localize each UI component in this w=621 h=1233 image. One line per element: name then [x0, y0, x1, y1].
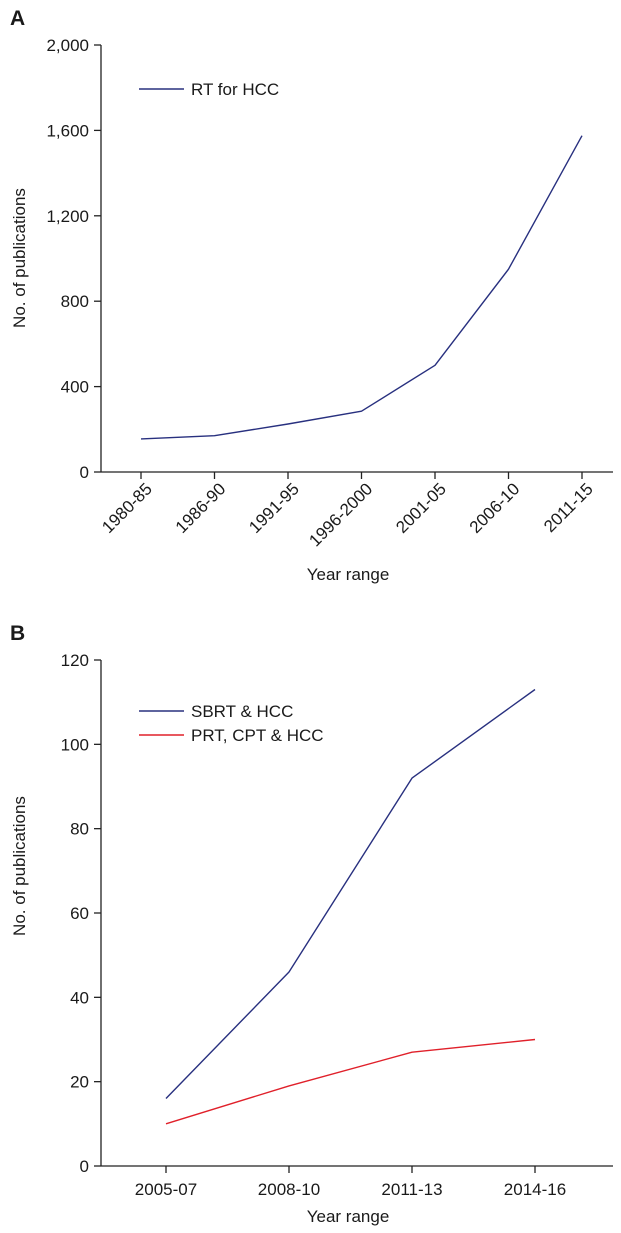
- y-tick-label-b: 40: [70, 988, 89, 1007]
- y-tick-label-a: 0: [80, 463, 89, 482]
- chart-b: B No. of publications Year range 0 20 40 60…: [10, 622, 613, 1226]
- y-tick-label-b: 100: [61, 735, 89, 754]
- y-tick-label-b: 0: [80, 1157, 89, 1176]
- y-tick-label-a: 1,200: [46, 207, 89, 226]
- y-axis-label-a: No. of publications: [10, 188, 29, 328]
- x-axis-label-b: Year range: [307, 1207, 390, 1226]
- x-tick-label-a: 2011-15: [540, 479, 597, 536]
- x-tick-label-b: 2005-07: [135, 1180, 197, 1199]
- x-tick-label-a: 1991-95: [245, 479, 303, 537]
- y-tick-label-a: 400: [61, 378, 89, 397]
- y-tick-label-b: 20: [70, 1073, 89, 1092]
- x-tick-label-b: 2014-16: [504, 1180, 566, 1199]
- legend-label-b-1: SBRT & HCC: [191, 702, 293, 721]
- y-tick-label-a: 2,000: [46, 36, 89, 55]
- x-tick-label-a: 1986-90: [172, 479, 230, 537]
- chart-a: A No. of publications Year range 0 400 800…: [10, 7, 613, 584]
- x-tick-label-a: 2006-10: [466, 479, 524, 537]
- panel-label-b: B: [10, 622, 25, 645]
- x-axis-label-a: Year range: [307, 565, 390, 584]
- x-tick-label-a: 1980-85: [98, 479, 156, 537]
- series-line-a-1: [140, 135, 583, 440]
- y-tick-label-a: 1,600: [46, 121, 89, 140]
- series-line-b-1: [165, 688, 536, 1099]
- x-tick-label-b: 2011-13: [381, 1180, 442, 1199]
- panel-label-a: A: [10, 7, 25, 30]
- series-line-b-2: [165, 1038, 536, 1125]
- y-tick-label-b: 60: [70, 904, 89, 923]
- y-axis-label-b: No. of publications: [10, 796, 29, 936]
- x-tick-label-a: 2001-05: [392, 479, 450, 537]
- x-tick-label-a: 1996-2000: [305, 479, 376, 550]
- x-tick-label-b: 2008-10: [258, 1180, 320, 1199]
- legend-label-a-1: RT for HCC: [191, 80, 279, 99]
- legend-label-b-2: PRT, CPT & HCC: [191, 726, 324, 745]
- y-tick-label-b: 120: [61, 651, 89, 670]
- y-tick-label-b: 80: [70, 820, 89, 839]
- y-tick-label-a: 800: [61, 292, 89, 311]
